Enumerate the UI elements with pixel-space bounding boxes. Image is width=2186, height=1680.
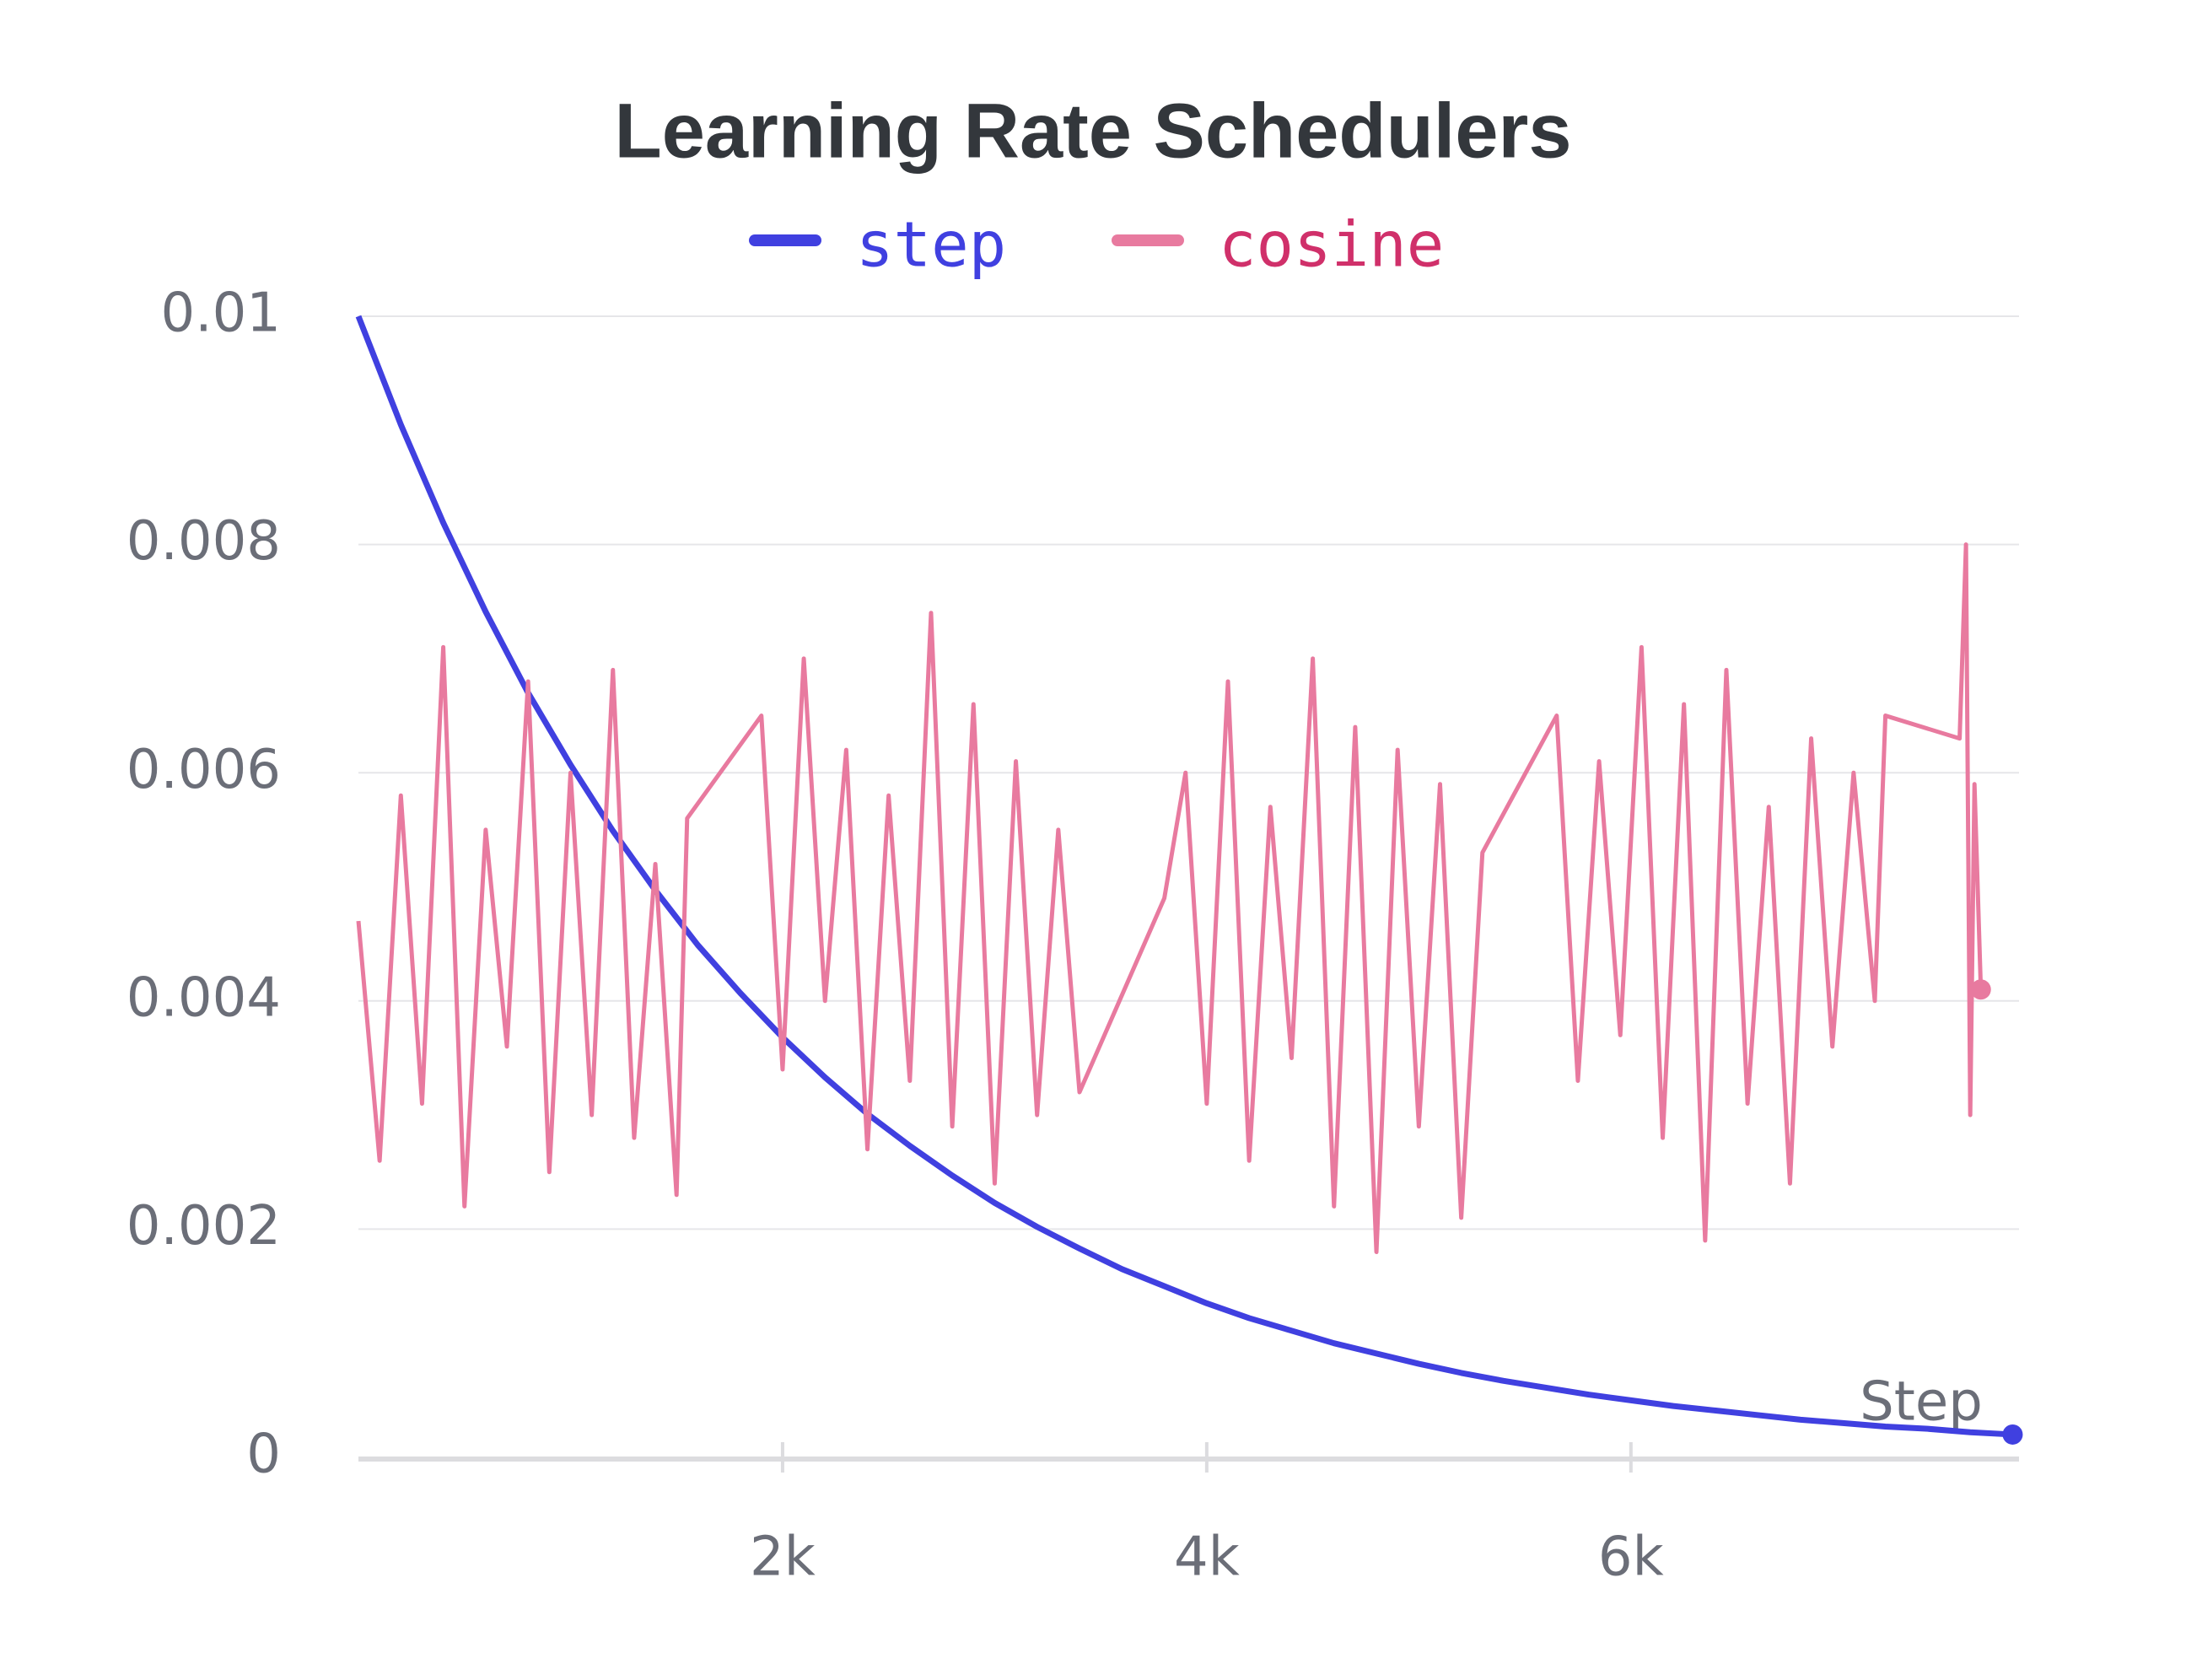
legend-label: cosine (1219, 209, 1444, 282)
x-tick-label: 4k (1174, 1527, 1240, 1589)
y-tick-label: 0.006 (127, 739, 281, 801)
y-tick-label: 0.004 (127, 967, 281, 1029)
y-tick-label: 0.002 (127, 1195, 281, 1257)
end-point (2002, 1424, 2023, 1445)
x-tick-label: 6k (1598, 1527, 1664, 1589)
end-point (1970, 979, 1991, 1000)
legend-label: step (856, 209, 1006, 282)
y-tick-label: 0.01 (161, 283, 282, 345)
chart-title: Learning Rate Schedulers (615, 88, 1572, 174)
line-1 (356, 542, 1984, 1254)
line-0 (355, 315, 2013, 1438)
y-tick-label: 0.008 (127, 510, 281, 573)
y-tick-label: 0 (246, 1424, 281, 1486)
x-tick-label: 2k (750, 1527, 816, 1589)
x-axis-label: Step (1860, 1371, 1983, 1434)
